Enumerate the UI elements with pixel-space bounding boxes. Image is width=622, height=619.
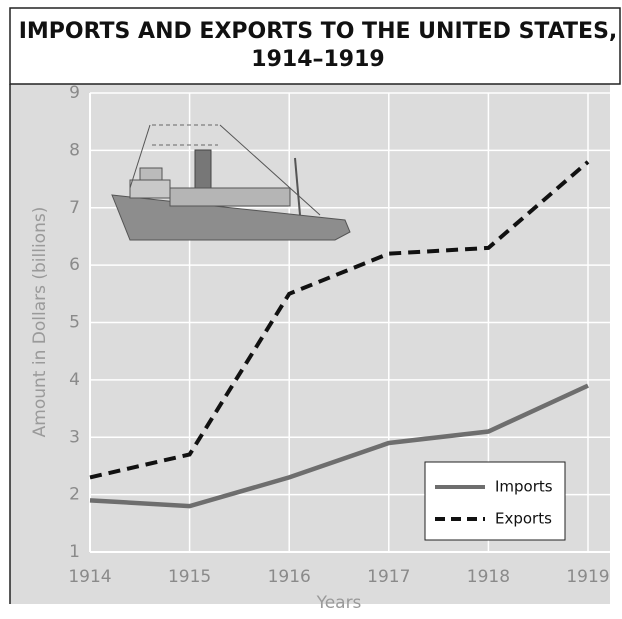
chart: IMPORTS AND EXPORTS TO THE UNITED STATES… [0,0,622,619]
y-tick-label: 9 [69,83,80,103]
chart-subtitle: 1914–1919 [251,47,384,72]
x-tick-label: 1915 [168,567,211,587]
x-tick-label: 1917 [367,567,410,587]
y-tick-label: 4 [69,370,80,390]
y-tick-label: 2 [69,485,80,505]
y-tick-label: 8 [69,140,80,160]
y-axis-label: Amount in Dollars (billions) [30,207,50,438]
y-tick-label: 1 [69,542,80,562]
y-tick-label: 5 [69,313,80,333]
x-axis-label: Years [316,593,362,613]
x-tick-label: 1919 [566,567,609,587]
legend [425,462,565,540]
y-tick-label: 6 [69,255,80,275]
y-tick-label: 7 [69,198,80,218]
y-tick-label: 3 [69,427,80,447]
chart-title: IMPORTS AND EXPORTS TO THE UNITED STATES… [19,19,618,44]
legend-label: Exports [495,510,552,528]
x-tick-label: 1914 [68,567,111,587]
x-tick-label: 1916 [268,567,311,587]
x-tick-label: 1918 [467,567,510,587]
legend-label: Imports [495,478,553,496]
